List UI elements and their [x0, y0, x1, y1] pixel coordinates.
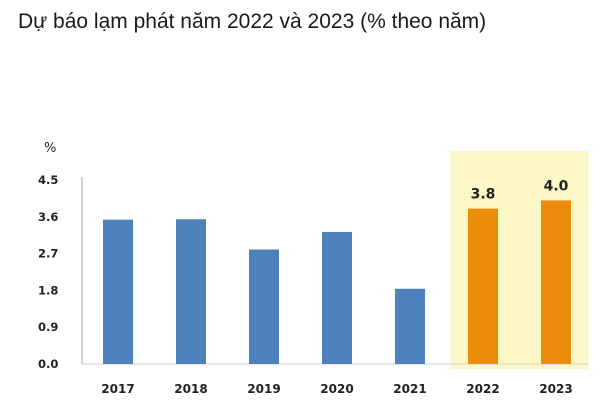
y-tick-label: 3.6: [38, 210, 58, 224]
x-tick-label: 2023: [539, 382, 572, 396]
x-tick-label: 2018: [174, 382, 207, 396]
y-tick-label: 0.0: [38, 357, 58, 371]
bar-2023: [541, 200, 571, 364]
y-tick-label: 2.7: [38, 247, 58, 261]
bar-2021: [395, 288, 425, 364]
x-tick-label: 2019: [247, 382, 280, 396]
data-label-2023: 4.0: [544, 178, 569, 194]
bar-2017: [103, 219, 133, 364]
x-tick-label: 2021: [393, 382, 426, 396]
bar-2020: [322, 231, 352, 364]
data-label-2022: 3.8: [471, 187, 496, 203]
chart-title: Dự báo lạm phát năm 2022 và 2023 (% theo…: [18, 10, 487, 33]
y-tick-label: 1.8: [38, 283, 58, 297]
x-tick-label: 2017: [101, 382, 134, 396]
y-axis-unit-label: %: [44, 141, 56, 156]
x-tick-label: 2020: [320, 382, 353, 396]
bar-2022: [468, 208, 498, 364]
x-tick-label: 2022: [466, 382, 499, 396]
bar-2018: [176, 219, 206, 364]
y-tick-label: 0.9: [38, 320, 58, 334]
y-tick-label: 4.5: [38, 173, 58, 187]
bar-2019: [249, 249, 279, 364]
